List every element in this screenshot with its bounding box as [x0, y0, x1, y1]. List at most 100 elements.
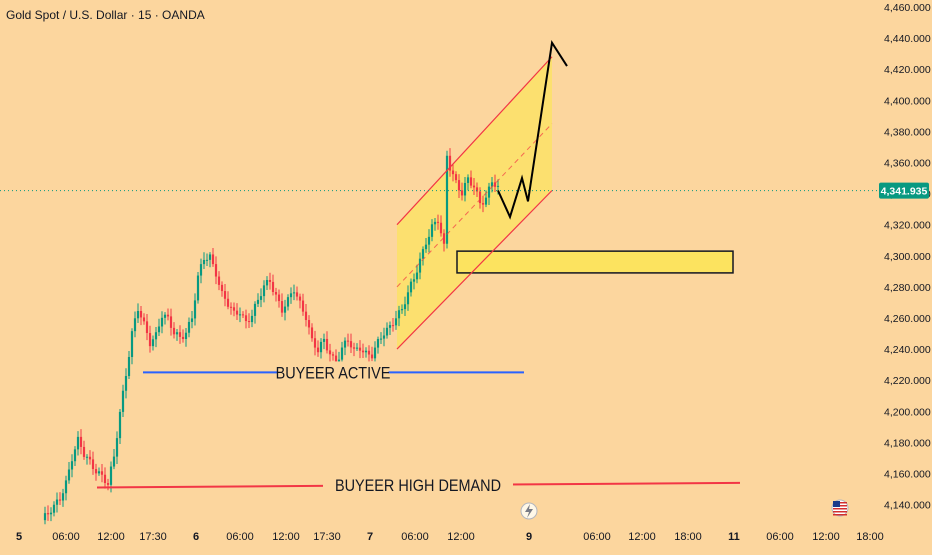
candle	[148, 325, 152, 353]
price-tick-label: 4,360.000	[884, 158, 931, 170]
candle-body	[484, 197, 488, 205]
candle-body	[121, 390, 125, 412]
candle	[118, 408, 122, 444]
candle-body	[370, 354, 374, 359]
candle-body	[217, 276, 221, 285]
candle-body	[394, 318, 398, 326]
candle	[55, 492, 59, 513]
candle-body	[424, 244, 428, 250]
candle	[382, 327, 386, 347]
candle	[487, 182, 491, 206]
price-tick-label: 4,140.000	[884, 500, 931, 512]
candle-body	[112, 456, 116, 467]
candle	[361, 343, 365, 359]
candle	[301, 293, 305, 316]
candle	[166, 308, 170, 321]
candle-body	[364, 350, 368, 353]
axis-layer: 4,460.000 4,440.000 4,420.000 4,400.000 4,38…	[16, 2, 931, 543]
candle	[331, 351, 335, 361]
candle	[241, 311, 245, 319]
candle	[178, 325, 182, 344]
candle	[409, 278, 413, 297]
price-tick-label: 4,180.000	[884, 437, 931, 449]
candle-body	[109, 466, 113, 485]
candle-body	[403, 304, 407, 310]
candle-body	[343, 340, 347, 348]
candle-body	[49, 512, 53, 515]
candle-body	[127, 356, 131, 377]
candle	[115, 431, 119, 464]
candle-body	[211, 254, 215, 265]
candle-body	[253, 303, 257, 316]
candle	[259, 288, 263, 308]
candles-layer	[43, 148, 500, 525]
buyer-active-label: BUYEER ACTIVE	[276, 364, 391, 382]
candle-body	[442, 233, 446, 244]
price-tick-label: 4,300.000	[884, 251, 931, 263]
candle	[286, 294, 290, 311]
candle	[67, 461, 71, 484]
candle-body	[379, 338, 383, 340]
candle-body	[385, 327, 389, 336]
candle-body	[214, 264, 218, 277]
candle	[325, 331, 329, 354]
candle-body	[55, 499, 59, 505]
candle-body	[334, 355, 338, 364]
candle-body	[157, 326, 161, 333]
candle-body	[232, 307, 236, 311]
candle-body	[190, 318, 194, 322]
candle-body	[451, 170, 455, 175]
candle-body	[418, 258, 422, 273]
candle	[265, 276, 269, 291]
candle	[103, 467, 107, 489]
candle-body	[289, 293, 293, 298]
candle	[493, 174, 497, 193]
candle	[205, 253, 209, 266]
candle	[244, 309, 248, 329]
candle	[466, 174, 470, 191]
candle	[439, 215, 443, 237]
price-tick-label: 4,320.000	[884, 220, 931, 232]
lightning-icon-glyph	[525, 504, 533, 518]
time-tick-label: 06:00	[52, 531, 80, 543]
candle	[76, 431, 80, 456]
candle-body	[361, 350, 365, 353]
candle	[175, 328, 179, 341]
time-tick-label: 06:00	[401, 531, 429, 543]
candle-body	[307, 320, 311, 328]
candle	[448, 148, 452, 177]
candle-body	[64, 480, 68, 494]
candle	[94, 463, 98, 481]
candle-body	[445, 155, 449, 244]
candle-body	[397, 310, 401, 319]
price-tick-label: 4,440.000	[884, 33, 931, 45]
candle-body	[244, 315, 248, 322]
candle-body	[202, 259, 206, 265]
candle-body	[205, 259, 209, 261]
candle	[307, 315, 311, 335]
time-tick-label: 17:30	[139, 531, 167, 543]
candle-body	[466, 177, 470, 183]
candle	[46, 505, 50, 521]
candle	[490, 177, 494, 193]
candle-body	[160, 317, 164, 327]
candle	[274, 287, 278, 302]
candle-body	[238, 314, 242, 316]
candle-body	[91, 459, 95, 470]
time-tick-label: 9	[526, 531, 532, 543]
time-tick-label: 06:00	[583, 531, 611, 543]
candle-body	[181, 336, 185, 340]
candle	[73, 446, 77, 467]
candle	[238, 307, 242, 323]
candle	[454, 171, 458, 184]
candle	[271, 274, 275, 296]
candle-body	[46, 513, 50, 515]
candle-body	[151, 339, 155, 347]
candle-body	[436, 221, 440, 223]
flag-stripe	[833, 508, 847, 510]
candle	[91, 451, 95, 475]
flag-stripe	[833, 514, 847, 516]
candle-body	[415, 272, 419, 280]
current-price-tag: 4,341.935	[879, 182, 929, 199]
